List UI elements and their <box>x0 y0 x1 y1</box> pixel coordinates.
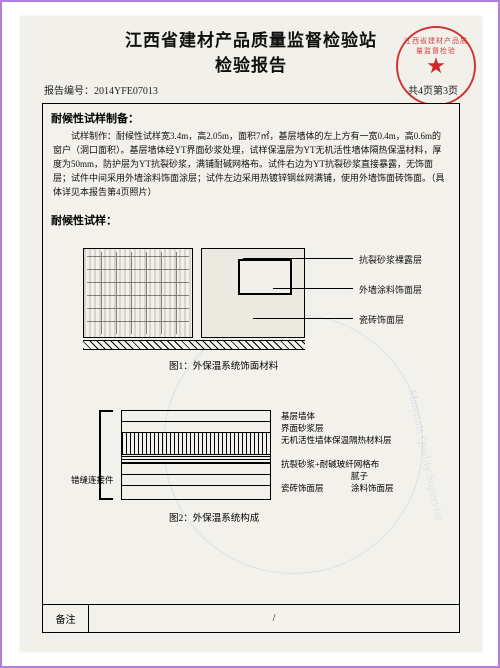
figure1-caption: 图1：外保温系统饰面材料 <box>169 358 278 372</box>
section2-heading: 耐候性试样： <box>43 206 459 230</box>
report-number-label: 报告编号： <box>44 86 94 97</box>
fig2-label-3: 抗裂砂浆+耐碱玻纤网格布 <box>281 458 379 470</box>
fig2-layer <box>122 464 270 475</box>
report-number-value: 2014YFE07013 <box>94 86 158 97</box>
fig2-label-4: 腻子 <box>351 470 368 482</box>
section1-body: 试样制作：耐候性试样宽3.4m，高2.05m，面积7㎡，基层墙体的左上方有一宽0… <box>43 128 459 206</box>
fig1-leader-1 <box>243 258 353 259</box>
section1-heading: 耐候性试样制备： <box>43 104 459 128</box>
figure2-caption: 图2：外保温系统构成 <box>169 510 259 524</box>
fig2-label-5: 瓷砖饰面层 <box>281 482 324 494</box>
fig1-label-1: 抗裂砂浆裸露层 <box>359 253 422 266</box>
fig2-layer-stack <box>121 410 271 500</box>
fig2-bracket <box>99 410 115 500</box>
fig1-panel-right <box>201 248 305 338</box>
fig2-layer <box>122 411 270 422</box>
figure1-area: 抗裂砂浆裸露层 外墙涂料饰面层 瓷砖饰面层 图1：外保温系统饰面材料 <box>43 230 459 400</box>
fig1-window <box>238 259 292 295</box>
fig1-panel-left <box>83 248 193 338</box>
fig2-layer <box>122 486 270 497</box>
remark-label: 备注 <box>43 605 89 632</box>
fig2-layer <box>122 475 270 486</box>
fig2-label-0: 基层墙体 <box>281 410 315 422</box>
seal-star-icon: ★ <box>426 53 446 79</box>
fig2-layer <box>122 455 270 464</box>
report-number: 报告编号：2014YFE07013 <box>44 82 158 97</box>
fig1-leader-2 <box>273 288 353 289</box>
fig2-label-2: 无机活性墙体保温隔热材料层 <box>281 434 392 446</box>
fig2-label-1: 界面砂浆层 <box>281 422 324 434</box>
document-paper: 江西省建材产品质量监督检验 ★ 江西省建材产品质量监督检验站 检验报告 报告编号… <box>20 16 482 652</box>
fig1-label-2: 外墙涂料饰面层 <box>359 283 422 296</box>
fig2-layer <box>122 433 270 455</box>
fig2-left-label: 错缝连接件 <box>71 474 114 486</box>
remark-row: 备注 / <box>43 604 459 632</box>
fig1-leader-3 <box>253 318 353 319</box>
fig1-base-hatch <box>83 340 305 350</box>
official-seal: 江西省建材产品质量监督检验 ★ <box>396 26 476 106</box>
fig2-label-6: 涂料饰面层 <box>351 482 394 494</box>
fig1-label-3: 瓷砖饰面层 <box>359 313 404 326</box>
content-frame: 质 量 监 督 Materials Quality Supervise 耐候性试… <box>42 103 460 633</box>
remark-value: / <box>89 605 459 632</box>
fig2-layer <box>122 422 270 433</box>
figure2-area: 基层墙体 界面砂浆层 无机活性墙体保温隔热材料层 抗裂砂浆+耐碱玻纤网格布 腻子… <box>43 400 459 550</box>
figure2: 基层墙体 界面砂浆层 无机活性墙体保温隔热材料层 抗裂砂浆+耐碱玻纤网格布 腻子… <box>99 402 409 542</box>
figure1: 抗裂砂浆裸露层 外墙涂料饰面层 瓷砖饰面层 图1：外保温系统饰面材料 <box>83 236 413 386</box>
